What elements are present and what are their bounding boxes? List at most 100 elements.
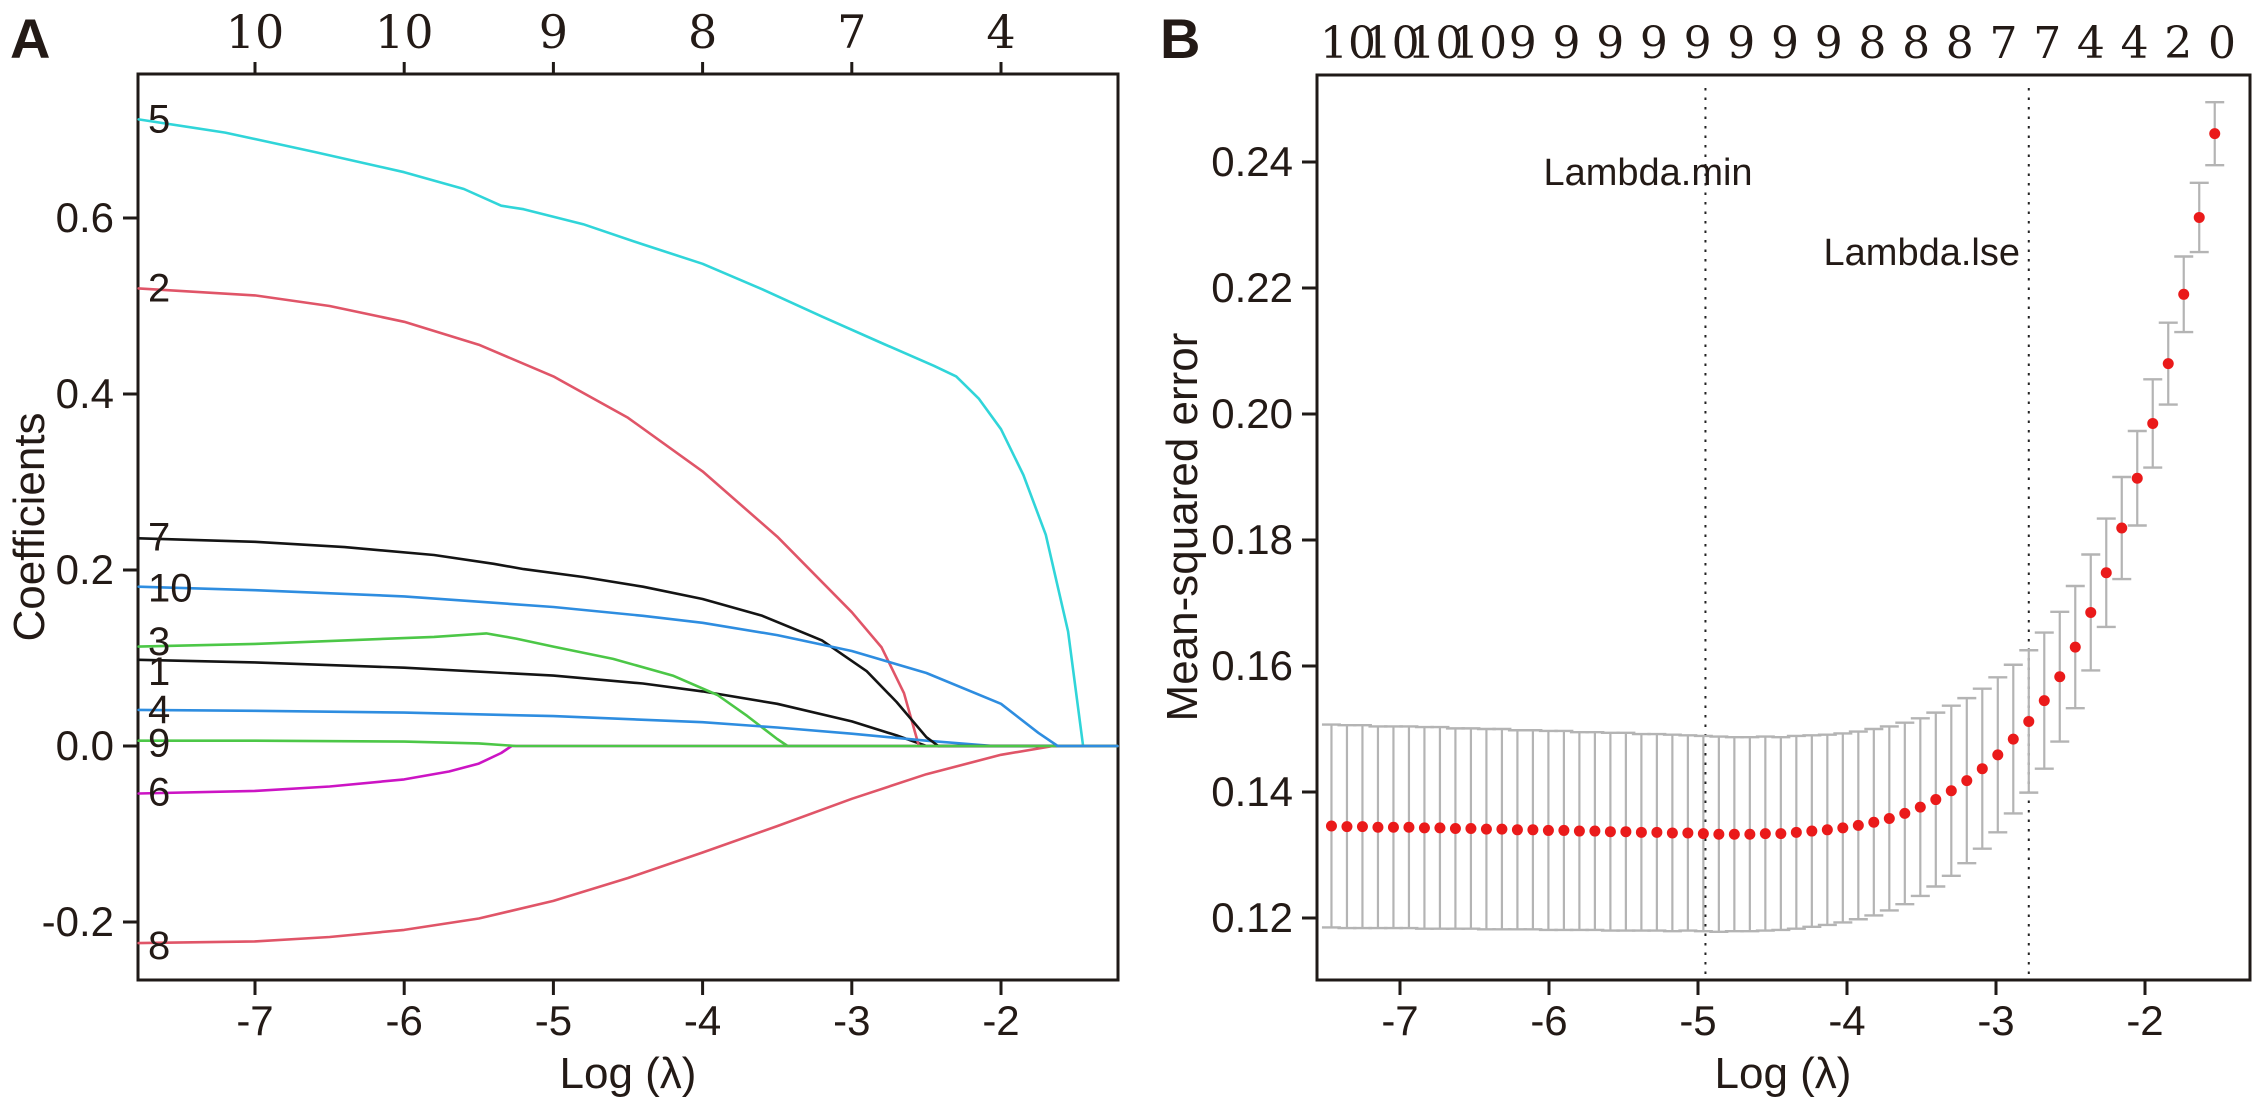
panel-b-df-label: 9 [1684,18,1712,69]
cv-mse-point [1434,822,1446,834]
cv-mse-point [1806,825,1818,837]
cv-mse-point [1387,821,1399,833]
panel-a-coefficient-paths: -7 10 -6 10 -5 9 -4 8 -3 7 -2 4 0.6 0.4 0.2 0.0 -0.2 5 2 7 1… [42,5,1120,1044]
cv-mse-point [1697,828,1709,840]
cv-mse-points [1325,128,2221,840]
coef-curve-number-2: 2 [148,266,170,310]
cv-mse-point [1976,763,1988,775]
panel-b-y-tick-label: 0.14 [1211,768,1293,815]
cv-mse-point [1542,824,1554,836]
coef-curve-5 [137,118,1119,748]
cv-mse-point [1852,819,1864,831]
cv-mse-point [1480,823,1492,835]
cv-mse-point [1635,826,1647,838]
panel-b-x-tick-label: -2 [2126,997,2163,1044]
panel-a-y-axis-title: Coefficients [5,412,54,641]
cv-mse-point [2147,417,2159,429]
cv-mse-point [1496,823,1508,835]
panel-a-df-label: 8 [688,5,717,59]
cv-mse-point [1558,824,1570,836]
panel-b-df-label: 9 [1727,18,1755,69]
coef-curve-number-1: 1 [148,650,170,694]
cv-mse-point [1651,826,1663,838]
cv-mse-point [1356,821,1368,833]
panel-b-df-label: 9 [1596,18,1624,69]
panel-b-plot-frame [1315,73,2252,982]
panel-a-x-tick-label: -4 [684,997,721,1044]
cv-mse-point [1449,823,1461,835]
panel-a-x-axis-title: Log (λ) [560,1049,697,1098]
coef-curve-number-8: 8 [148,924,170,968]
coef-curve-4 [137,708,1119,748]
cv-mse-point [2007,733,2019,745]
cv-mse-point [1418,822,1430,834]
panel-b-cv-error-plot: -7 -6 -5 -4 -3 -2 0.12 0.14 0.16 0.18 0.20 0.22 0.24… [1211,18,2252,1044]
panel-a-x-tick-label: -2 [982,997,1019,1044]
cv-mse-point [1527,824,1539,836]
cv-mse-point [2178,288,2190,300]
cv-mse-point [1589,825,1601,837]
panel-b-df-label: 4 [2121,18,2149,69]
cv-mse-point [1961,775,1973,787]
cv-mse-point [2209,128,2221,140]
panel-b-y-tick-label: 0.22 [1211,264,1293,311]
panel-a-y-tick-label: -0.2 [42,898,114,945]
panel-a-df-label: 7 [837,5,866,59]
cv-mse-point [1728,828,1740,840]
coef-curve-8 [137,744,1119,945]
panel-b-df-label: 8 [1946,18,1974,69]
panel-b-df-label: 10 [1364,18,1420,69]
cv-mse-point [2023,715,2035,727]
cv-mse-point [1403,821,1415,833]
cv-mse-point [2085,606,2097,618]
coef-curve-3 [137,632,1119,748]
panel-a-df-label: 10 [375,5,434,59]
cv-mse-point [1992,749,2004,761]
coef-curve-2 [137,287,1119,748]
cv-mse-point [1837,822,1849,834]
panel-b-y-tick-label: 0.16 [1211,642,1293,689]
panel-b-y-tick-label: 0.18 [1211,516,1293,563]
cv-mse-point [1620,826,1632,838]
coef-curve-6 [137,744,1119,795]
cv-mse-point [1744,828,1756,840]
panel-b-df-label: 8 [1902,18,1930,69]
cv-mse-point [1759,828,1771,840]
panel-b-x-tick-label: -4 [1828,997,1865,1044]
panel-b-df-label: 4 [2077,18,2105,69]
panel-a-x-tick-label: -6 [386,997,423,1044]
cv-mse-point [1325,820,1337,832]
cv-mse-point [1465,823,1477,835]
panel-b-df-label: 10 [1320,18,1376,69]
cv-mse-point [2162,358,2174,370]
panel-a-y-tick-label: 0.6 [56,194,114,241]
panel-a-letter: A [10,7,50,70]
panel-b-df-label: 8 [1858,18,1886,69]
cv-mse-point [1899,807,1911,819]
panel-a-y-tick-label: 0.4 [56,370,114,417]
cv-mse-point [2069,641,2081,653]
cv-mse-point [1666,827,1678,839]
panel-a-x-tick-label: -7 [236,997,273,1044]
coef-curve-1 [137,658,1119,748]
cv-mse-point [1573,825,1585,837]
cv-error-bars [1321,100,2225,934]
panel-b-y-axis-title: Mean-squared error [1158,333,1207,722]
lambda-lse-annotation: Lambda.lse [1824,232,2020,274]
coef-curve-9 [137,739,1119,748]
panel-a-plot-frame [136,72,1120,982]
panel-b-x-tick-label: -7 [1381,997,1418,1044]
panel-b-df-label: 9 [1815,18,1843,69]
cv-mse-point [1372,821,1384,833]
panel-a-y-tick-label: 0.2 [56,546,114,593]
coef-curve-number-4: 4 [148,688,170,732]
cv-mse-point [2131,472,2143,484]
cv-mse-point [1775,828,1787,840]
panel-b-y-tick-label: 0.12 [1211,894,1293,941]
coef-curve-number-6: 6 [148,771,170,815]
panel-b-df-label: 9 [1640,18,1668,69]
coef-curve-number-9: 9 [148,721,170,765]
panel-b-df-label: 10 [1451,18,1507,69]
panel-b-df-label: 9 [1509,18,1537,69]
